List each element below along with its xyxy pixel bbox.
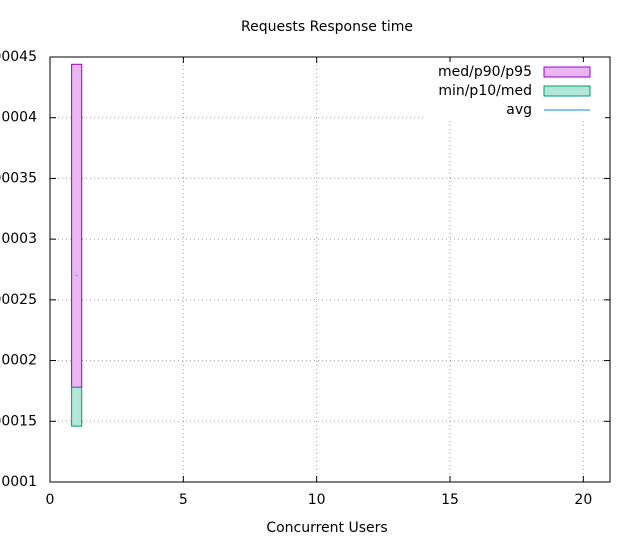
x-tick-label: 0 xyxy=(46,492,55,508)
x-tick-label: 20 xyxy=(574,492,592,508)
x-tick-label: 15 xyxy=(441,492,459,508)
y-tick-label: 0.0004 xyxy=(0,110,37,126)
box xyxy=(71,63,83,388)
y-tick-label: 0.00025 xyxy=(0,292,37,308)
chart-title: Requests Response time xyxy=(241,19,413,35)
x-axis-label: Concurrent Users xyxy=(266,520,387,536)
x-tick-label: 5 xyxy=(179,492,188,508)
y-tick-label: 0.0003 xyxy=(0,231,37,247)
y-tick-label: 0.0002 xyxy=(0,353,37,369)
legend-label: med/p90/p95 xyxy=(438,64,532,80)
legend-swatch xyxy=(543,85,591,97)
y-tick-label: 0.00015 xyxy=(0,413,37,429)
y-tick-label: 0.00045 xyxy=(0,49,37,65)
box xyxy=(71,386,83,427)
legend-label: min/p10/med xyxy=(438,83,532,99)
plot-border xyxy=(49,56,611,483)
x-tick-label: 10 xyxy=(308,492,326,508)
y-tick-label: 0.00035 xyxy=(0,170,37,186)
legend-swatch xyxy=(543,66,591,78)
y-tick-label: 0.0001 xyxy=(0,474,37,490)
legend-label: avg xyxy=(506,102,532,118)
